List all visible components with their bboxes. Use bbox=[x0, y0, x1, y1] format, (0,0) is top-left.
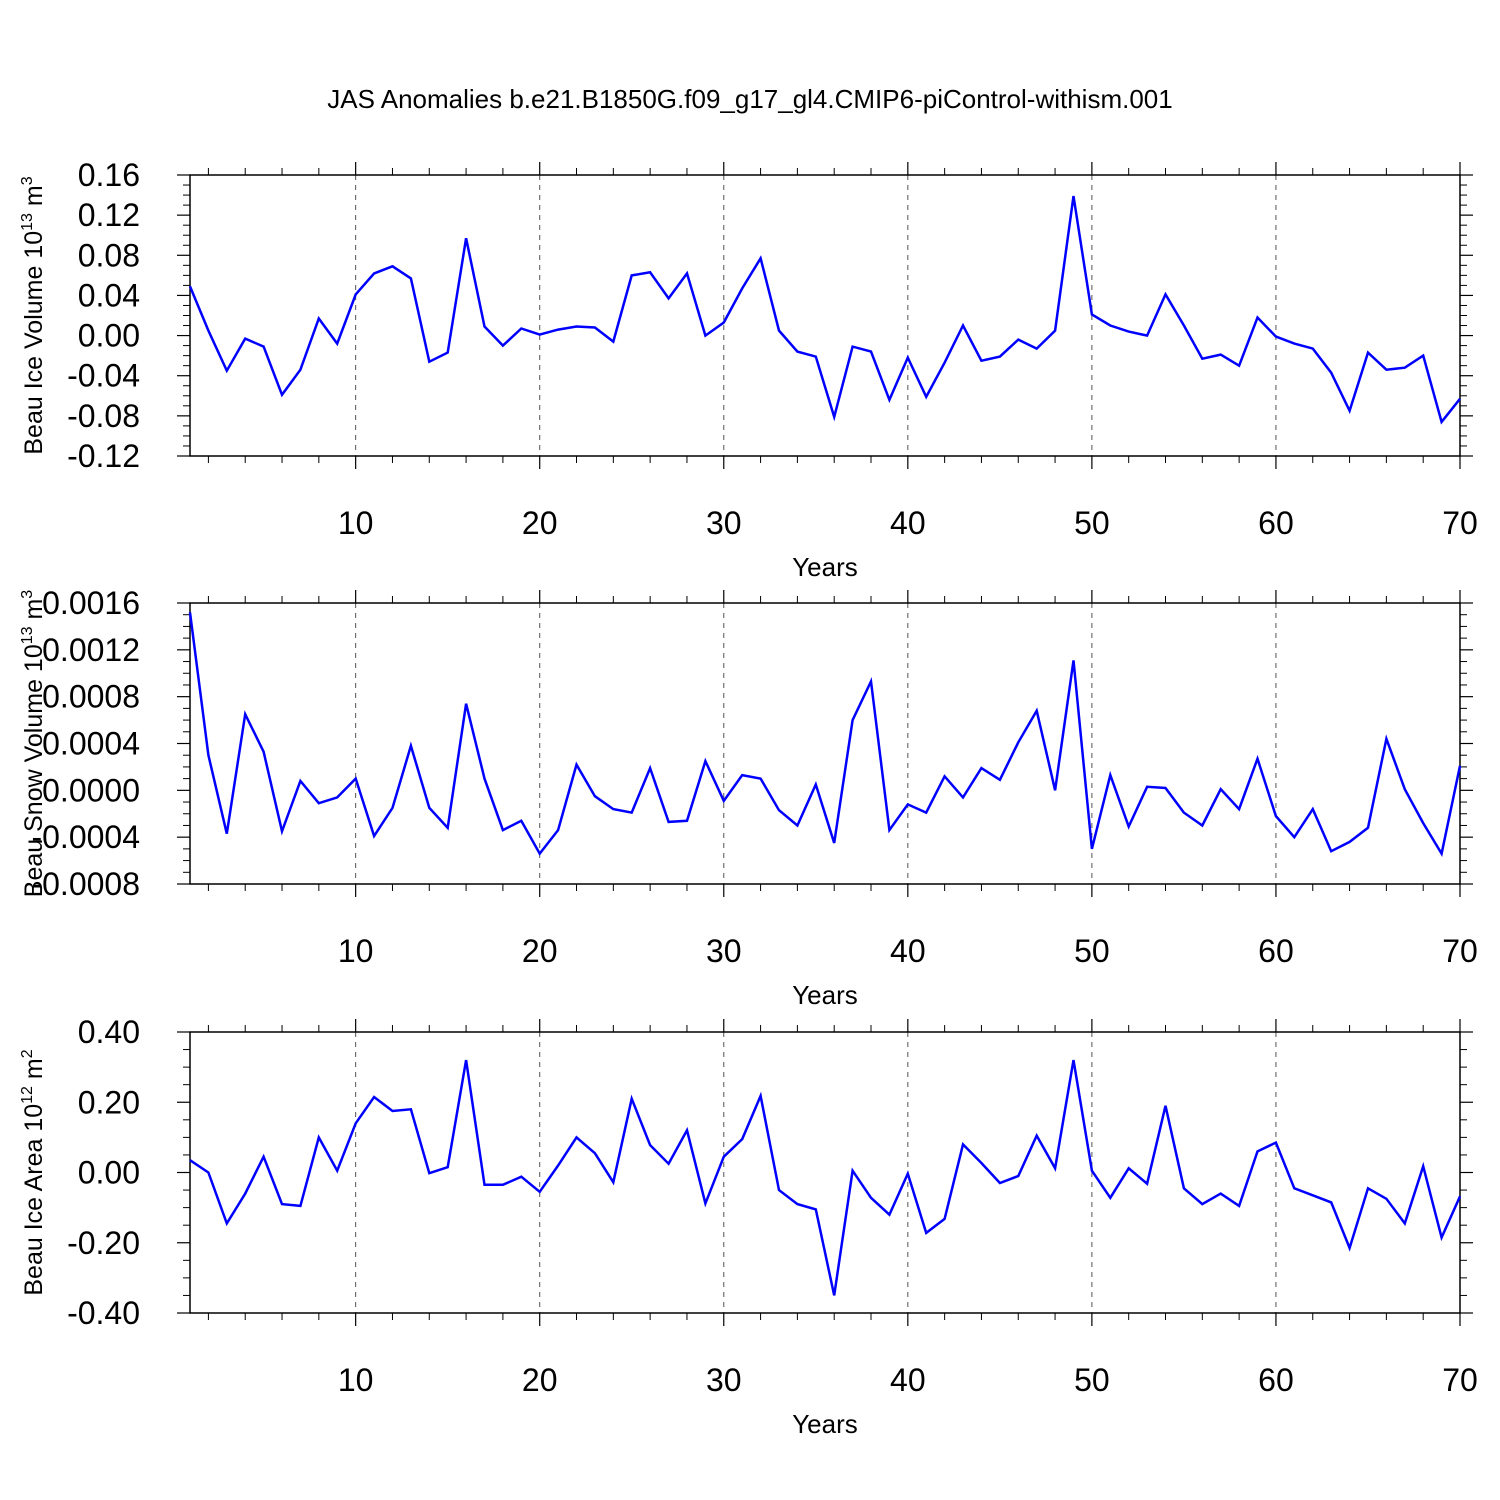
y-tick-label: 0.08 bbox=[78, 237, 140, 273]
y-axis-title-superscript: 2 bbox=[19, 1049, 36, 1058]
x-tick-label: 40 bbox=[890, 505, 926, 541]
x-tick-label: 20 bbox=[522, 1362, 558, 1398]
y-tick-label: 0.12 bbox=[78, 197, 140, 233]
x-tick-label: 20 bbox=[522, 505, 558, 541]
x-axis-title: Years bbox=[792, 552, 858, 582]
y-tick-label: -0.20 bbox=[67, 1225, 140, 1261]
y-axis-title-part: m bbox=[20, 599, 48, 627]
y-axis-title-part: m bbox=[20, 185, 48, 213]
y-tick-label: 0.0004 bbox=[42, 726, 140, 762]
y-tick-label: 0.0000 bbox=[42, 772, 140, 808]
y-axis-title: Beau Ice Area 1012 m2 bbox=[19, 1049, 48, 1295]
y-tick-label: 0.00 bbox=[78, 318, 140, 354]
x-tick-label: 70 bbox=[1442, 1362, 1478, 1398]
x-tick-label: 10 bbox=[338, 505, 374, 541]
x-axis-title: Years bbox=[792, 1409, 858, 1439]
series-line bbox=[188, 195, 1461, 425]
y-tick-label: -0.0008 bbox=[31, 866, 140, 902]
x-tick-label: 20 bbox=[522, 933, 558, 969]
series-line bbox=[188, 612, 1462, 857]
y-tick-label: 0.40 bbox=[78, 1014, 140, 1050]
y-tick-label: 0.20 bbox=[78, 1084, 140, 1120]
chart-title: JAS Anomalies b.e21.B1850G.f09_g17_gl4.C… bbox=[327, 84, 1173, 114]
y-tick-label: -0.0004 bbox=[31, 819, 140, 855]
y-tick-label: -0.04 bbox=[67, 358, 140, 394]
x-tick-label: 40 bbox=[890, 933, 926, 969]
y-tick-label: -0.40 bbox=[67, 1295, 140, 1331]
y-axis-title: Beau Ice Volume 1013 m3 bbox=[19, 176, 48, 454]
y-axis-title-superscript: 12 bbox=[19, 1086, 36, 1104]
y-tick-label: 0.0008 bbox=[42, 679, 140, 715]
y-tick-label: 0.16 bbox=[78, 157, 140, 193]
x-tick-label: 50 bbox=[1074, 1362, 1110, 1398]
x-tick-label: 40 bbox=[890, 1362, 926, 1398]
plot-frame bbox=[189, 602, 1461, 885]
plot-frame bbox=[189, 174, 1461, 457]
x-tick-label: 70 bbox=[1442, 933, 1478, 969]
x-tick-label: 70 bbox=[1442, 505, 1478, 541]
x-tick-label: 10 bbox=[338, 933, 374, 969]
y-axis-title-superscript: 13 bbox=[19, 626, 36, 644]
x-tick-label: 30 bbox=[706, 1362, 742, 1398]
plot-panel-3: 10 20 30 40 50 60 70 -0.40 -0.20 0.00 0.20 0.40 Beau… bbox=[19, 1014, 1478, 1439]
y-axis-title-superscript: 3 bbox=[19, 590, 36, 599]
x-tick-label: 50 bbox=[1074, 933, 1110, 969]
y-axis-title-part: Beau Ice Area 10 bbox=[20, 1104, 48, 1296]
x-tick-label: 50 bbox=[1074, 505, 1110, 541]
x-tick-label: 30 bbox=[706, 933, 742, 969]
y-tick-label: 0.04 bbox=[78, 277, 140, 313]
y-tick-label: -0.08 bbox=[67, 398, 140, 434]
plot-panel-1: 10 20 30 40 50 60 70 -0.12 -0.08 -0.04 0.00 0.04 0.0… bbox=[19, 157, 1478, 582]
plot-panel-2: 10 20 30 40 50 60 70 -0.0008 -0.0004 0.0000 0.0004… bbox=[19, 585, 1478, 1010]
x-tick-label: 10 bbox=[338, 1362, 374, 1398]
y-axis-title: Beau Snow Volume 1013 m3 bbox=[19, 590, 48, 898]
y-tick-label: 0.0016 bbox=[42, 585, 140, 621]
y-axis-title-part: m bbox=[20, 1058, 48, 1086]
x-tick-label: 60 bbox=[1258, 1362, 1294, 1398]
x-tick-label: 60 bbox=[1258, 933, 1294, 969]
x-tick-label: 30 bbox=[706, 505, 742, 541]
x-tick-label: 60 bbox=[1258, 505, 1294, 541]
plot-frame bbox=[189, 1031, 1461, 1314]
y-tick-label: -0.12 bbox=[67, 438, 140, 474]
y-axis-title-superscript: 3 bbox=[19, 176, 36, 185]
y-axis-title-superscript: 13 bbox=[19, 213, 36, 231]
y-axis-title-part: Beau Ice Volume 10 bbox=[20, 231, 48, 455]
x-axis-title: Years bbox=[792, 980, 858, 1010]
series-line bbox=[189, 1059, 1462, 1296]
y-axis-title-part: Beau Snow Volume 10 bbox=[20, 644, 48, 897]
y-tick-label: 0.0012 bbox=[42, 632, 140, 668]
y-tick-label: 0.00 bbox=[78, 1155, 140, 1191]
